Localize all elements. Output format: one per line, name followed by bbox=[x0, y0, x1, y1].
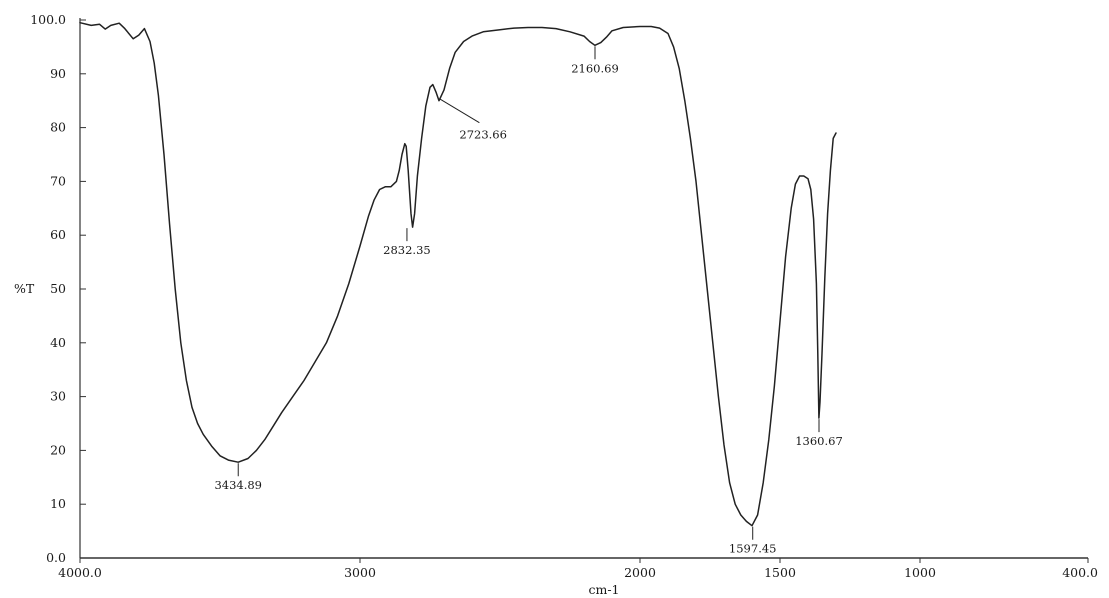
peak-label: 2723.66 bbox=[459, 128, 507, 142]
y-tick-label: 80 bbox=[50, 120, 66, 135]
peak-label: 1597.45 bbox=[729, 542, 777, 556]
axes bbox=[79, 18, 1088, 559]
y-tick-label: 60 bbox=[50, 227, 66, 242]
y-tick-label: 10 bbox=[50, 496, 66, 511]
peak-label: 3434.89 bbox=[214, 478, 262, 492]
spectrum-line bbox=[79, 21, 837, 527]
x-ticks: 4000.0 3000 2000 1500 1000 400.0 bbox=[58, 558, 1098, 580]
y-tick-label: 100.0 bbox=[30, 12, 66, 27]
x-tick-label: 4000.0 bbox=[58, 565, 102, 580]
peak-annotations: 3434.89 2832.35 2723.66 2160.69 1597.45 1360.… bbox=[214, 46, 843, 556]
series-layer bbox=[79, 21, 837, 527]
y-tick-label: 20 bbox=[50, 442, 66, 457]
x-tick-label: 1000 bbox=[904, 565, 936, 580]
y-tick-label: 0.0 bbox=[46, 550, 66, 565]
y-axis-title: %T bbox=[14, 281, 35, 296]
x-tick-label: 400.0 bbox=[1062, 565, 1098, 580]
y-tick-label: 70 bbox=[50, 173, 66, 188]
y-tick-label: 30 bbox=[50, 389, 66, 404]
x-tick-label: 3000 bbox=[344, 565, 376, 580]
peak-label: 1360.67 bbox=[795, 434, 843, 448]
y-tick-label: 50 bbox=[50, 281, 66, 296]
peak-label: 2160.69 bbox=[571, 61, 619, 75]
y-tick-label: 90 bbox=[50, 66, 66, 81]
x-tick-label: 2000 bbox=[624, 565, 656, 580]
peak-label: 2832.35 bbox=[383, 243, 431, 257]
x-tick-label: 1500 bbox=[764, 565, 796, 580]
y-tick-label: 40 bbox=[50, 335, 66, 350]
y-ticks: 0.0 10 20 30 40 50 60 70 80 90 100.0 bbox=[30, 12, 86, 565]
peak-leader-line bbox=[439, 98, 480, 124]
x-axis-title: cm-1 bbox=[588, 582, 619, 597]
